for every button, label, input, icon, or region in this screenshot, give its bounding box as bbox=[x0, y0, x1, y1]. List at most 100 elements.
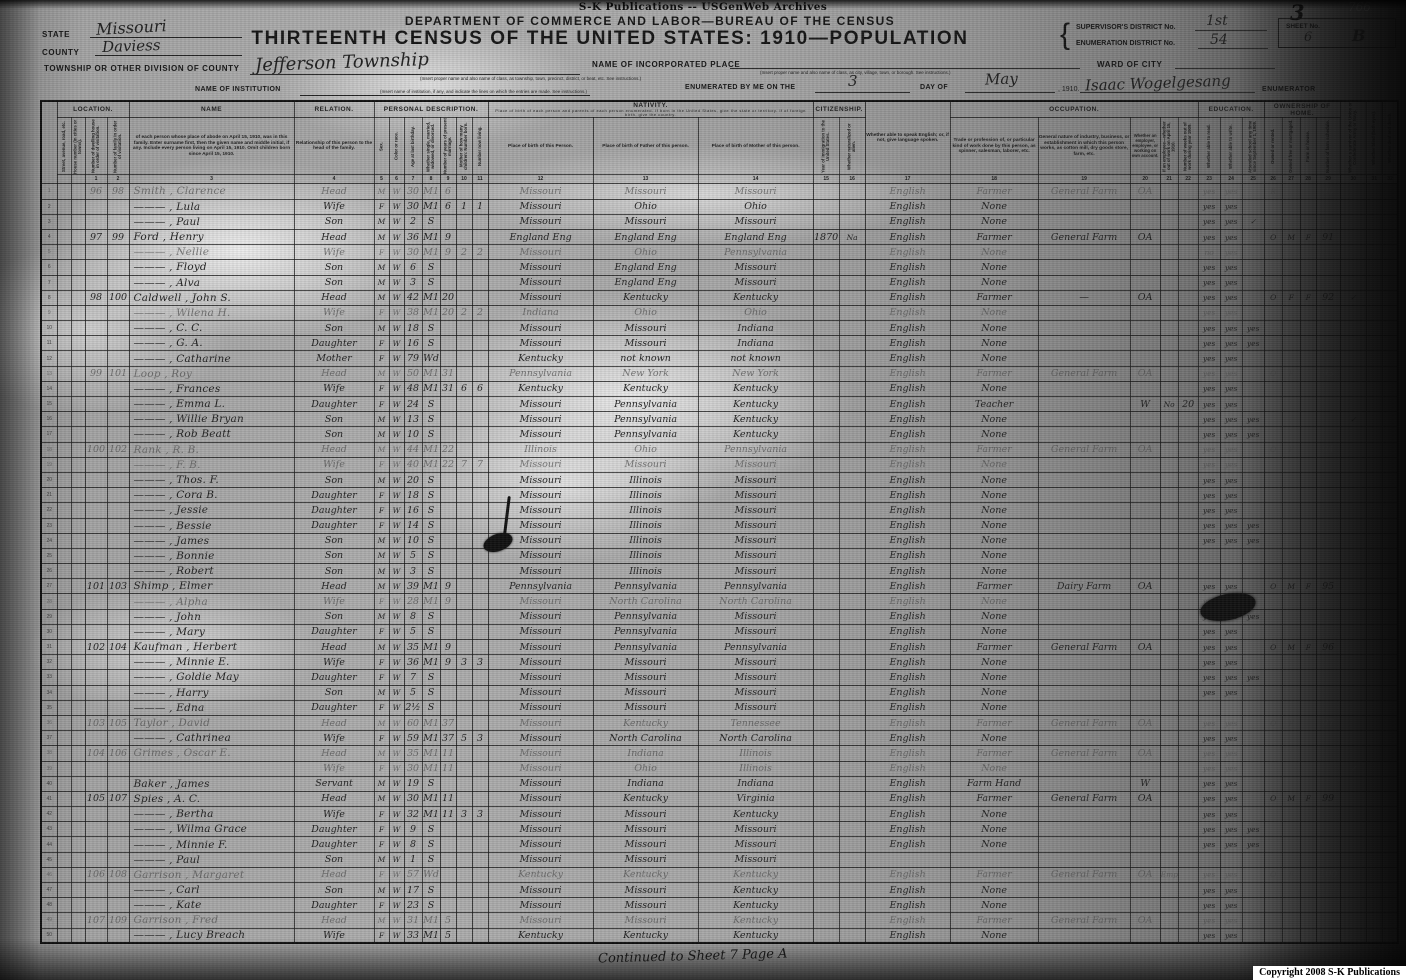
dw-cell bbox=[84, 593, 108, 610]
ind-cell: General Farm bbox=[1037, 866, 1131, 884]
sch-cell bbox=[1241, 775, 1265, 792]
street-cell bbox=[56, 714, 72, 732]
house-cell bbox=[70, 411, 86, 428]
house-cell bbox=[70, 866, 86, 884]
rd-cell: yes bbox=[1197, 517, 1221, 534]
l-cell: 2 bbox=[471, 304, 489, 322]
sch-cell bbox=[1241, 881, 1265, 899]
street-cell bbox=[56, 866, 72, 884]
wr-cell: yes bbox=[1219, 912, 1243, 929]
dw-cell: 105 bbox=[84, 790, 108, 808]
lang-cell: English bbox=[864, 806, 951, 823]
house-cell bbox=[70, 623, 86, 641]
fbp-cell: Pennsylvania bbox=[592, 411, 699, 428]
sex-cell: M bbox=[373, 426, 390, 443]
l-cell bbox=[471, 745, 489, 762]
rel-cell: Head bbox=[293, 228, 375, 246]
yrs-cell: 5 bbox=[439, 927, 457, 944]
street-cell bbox=[56, 654, 72, 671]
marital-column-header: Whether single, married, widowed, or div… bbox=[422, 117, 441, 175]
bl-cell bbox=[1365, 395, 1383, 413]
fh-cell bbox=[1299, 836, 1317, 853]
bl-cell bbox=[1365, 228, 1383, 246]
vet-cell bbox=[1339, 426, 1367, 443]
fbp-cell: Missouri bbox=[592, 320, 699, 337]
df-cell bbox=[1381, 244, 1399, 261]
table-row: 27 101 103 Shimp , Elmer Head M W 39 M1 9 Pennsylv… bbox=[40, 578, 1399, 595]
table-row: 10 ——— , C. C. Son M W 18 S Missouri Missouri Ind… bbox=[40, 320, 1399, 337]
mbp-cell: Ohio bbox=[697, 198, 814, 215]
ind-cell bbox=[1037, 213, 1131, 230]
sex-cell: F bbox=[373, 380, 390, 398]
ind-cell: General Farm bbox=[1037, 228, 1131, 246]
bp-cell: Kentucky bbox=[487, 380, 594, 398]
mar-cell: M1 bbox=[421, 244, 441, 261]
fam-cell bbox=[106, 806, 130, 823]
fh-cell: F bbox=[1299, 183, 1317, 200]
name-cell: ——— , F. B. bbox=[128, 456, 295, 473]
dw-cell bbox=[84, 684, 108, 701]
street-cell bbox=[56, 699, 72, 716]
out-cell bbox=[1159, 350, 1179, 367]
mar-cell: S bbox=[421, 471, 441, 489]
wr-cell: yes bbox=[1219, 502, 1243, 519]
ind-cell bbox=[1037, 669, 1131, 686]
own-cell bbox=[1263, 320, 1283, 337]
tr-cell: None bbox=[949, 426, 1039, 443]
lang-cell: English bbox=[864, 714, 951, 732]
wks-cell bbox=[1177, 183, 1199, 200]
write-column-header: Whether able to write. bbox=[1220, 117, 1243, 175]
tr-cell: None bbox=[949, 608, 1039, 625]
age-cell: 14 bbox=[403, 517, 423, 534]
out-cell bbox=[1159, 821, 1179, 838]
df-cell bbox=[1381, 304, 1399, 322]
ind-cell bbox=[1037, 487, 1131, 504]
bl-cell bbox=[1365, 851, 1383, 868]
rel-cell: Son bbox=[293, 411, 375, 428]
mar-cell: S bbox=[421, 426, 441, 443]
mar-cell: S bbox=[421, 608, 441, 625]
line-number: 30 bbox=[40, 623, 58, 641]
b-cell bbox=[455, 395, 473, 413]
name-column-description: of each person whose place of abode on A… bbox=[128, 117, 295, 176]
vet-cell bbox=[1339, 730, 1367, 747]
fam-cell bbox=[106, 502, 130, 519]
sched-cell bbox=[1315, 350, 1341, 367]
age-cell: 36 bbox=[403, 654, 423, 671]
house-cell bbox=[70, 198, 86, 215]
ind-cell: General Farm bbox=[1037, 441, 1131, 458]
vet-cell bbox=[1339, 563, 1367, 580]
rd-cell: yes bbox=[1197, 380, 1221, 398]
bp-cell: Missouri bbox=[487, 274, 594, 291]
fh-cell bbox=[1299, 274, 1317, 291]
col-cell: W bbox=[388, 456, 405, 473]
bp-cell: Missouri bbox=[487, 198, 594, 215]
column-number: 20 bbox=[1129, 174, 1161, 185]
fh-cell bbox=[1299, 547, 1317, 565]
col-cell: W bbox=[388, 502, 405, 519]
rd-cell: yes bbox=[1197, 927, 1221, 944]
house-cell bbox=[70, 502, 86, 519]
b-cell bbox=[455, 821, 473, 838]
tr-cell: None bbox=[949, 411, 1039, 428]
l-cell bbox=[471, 684, 489, 701]
emp-cell bbox=[1129, 654, 1161, 671]
sched-cell: 100 bbox=[1315, 866, 1341, 884]
wks-cell bbox=[1177, 563, 1199, 580]
street-cell bbox=[56, 881, 72, 899]
rel-cell: Servant bbox=[293, 775, 375, 792]
house-cell bbox=[70, 365, 86, 382]
rd-cell: yes bbox=[1197, 912, 1221, 929]
fam-cell: 105 bbox=[106, 714, 130, 732]
l-cell bbox=[471, 714, 489, 732]
bl-cell bbox=[1365, 760, 1383, 777]
yrs-cell: 31 bbox=[439, 365, 457, 382]
line-number: 5 bbox=[40, 244, 58, 261]
lang-cell: English bbox=[864, 350, 951, 367]
name-cell: Spies , A. C. bbox=[128, 790, 295, 808]
lang-cell: English bbox=[864, 927, 951, 944]
nat-cell bbox=[838, 259, 866, 276]
l-cell bbox=[471, 441, 489, 458]
house-cell bbox=[70, 760, 86, 777]
own-cell: O bbox=[1263, 441, 1283, 458]
